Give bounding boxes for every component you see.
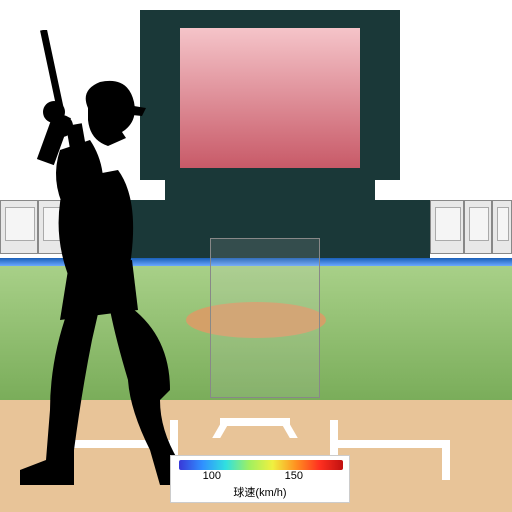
stands-section: [492, 200, 512, 254]
legend-gradient-bar: [179, 460, 343, 470]
pitch-chart-scene: 100 150 球速(km/h): [0, 0, 512, 512]
strike-zone: [210, 238, 320, 398]
legend-tick: 150: [285, 470, 303, 482]
stands-section: [430, 200, 464, 254]
batter-silhouette: [10, 30, 220, 490]
chalk-line: [442, 440, 450, 480]
stands-section: [464, 200, 492, 254]
chalk-line: [330, 440, 450, 448]
speed-legend: 100 150 球速(km/h): [170, 455, 350, 503]
legend-title: 球速(km/h): [179, 484, 341, 500]
stands-window: [435, 207, 461, 241]
stands-window: [469, 207, 489, 241]
stands-window: [497, 207, 509, 241]
legend-tick: 100: [203, 470, 221, 482]
legend-ticks: 100 150: [179, 470, 343, 484]
